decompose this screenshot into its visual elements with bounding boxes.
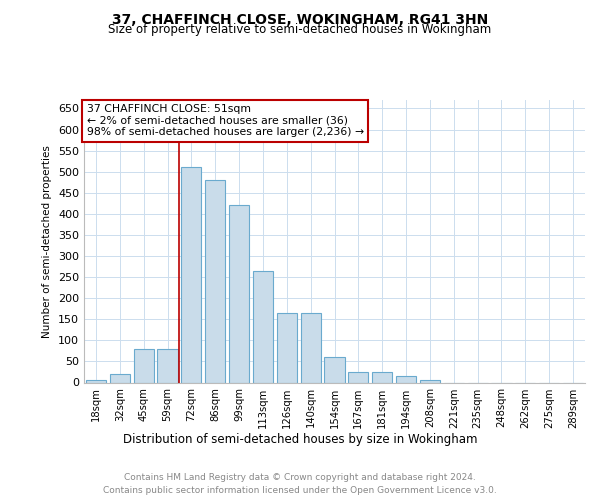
Bar: [253, 271, 273, 382]
Bar: [229, 206, 249, 382]
Text: Contains public sector information licensed under the Open Government Licence v3: Contains public sector information licen…: [103, 486, 497, 495]
Bar: [86, 380, 106, 382]
Bar: [134, 349, 154, 382]
Bar: [301, 313, 321, 382]
Text: 37, CHAFFINCH CLOSE, WOKINGHAM, RG41 3HN: 37, CHAFFINCH CLOSE, WOKINGHAM, RG41 3HN: [112, 12, 488, 26]
Bar: [277, 313, 297, 382]
Bar: [396, 376, 416, 382]
Text: Size of property relative to semi-detached houses in Wokingham: Size of property relative to semi-detach…: [109, 22, 491, 36]
Bar: [181, 168, 202, 382]
Bar: [372, 372, 392, 382]
Text: Distribution of semi-detached houses by size in Wokingham: Distribution of semi-detached houses by …: [123, 432, 477, 446]
Text: Contains HM Land Registry data © Crown copyright and database right 2024.: Contains HM Land Registry data © Crown c…: [124, 472, 476, 482]
Bar: [157, 349, 178, 382]
Y-axis label: Number of semi-detached properties: Number of semi-detached properties: [43, 145, 52, 338]
Text: 37 CHAFFINCH CLOSE: 51sqm
← 2% of semi-detached houses are smaller (36)
98% of s: 37 CHAFFINCH CLOSE: 51sqm ← 2% of semi-d…: [86, 104, 364, 138]
Bar: [205, 180, 226, 382]
Bar: [325, 357, 344, 382]
Bar: [348, 372, 368, 382]
Bar: [420, 380, 440, 382]
Bar: [110, 374, 130, 382]
